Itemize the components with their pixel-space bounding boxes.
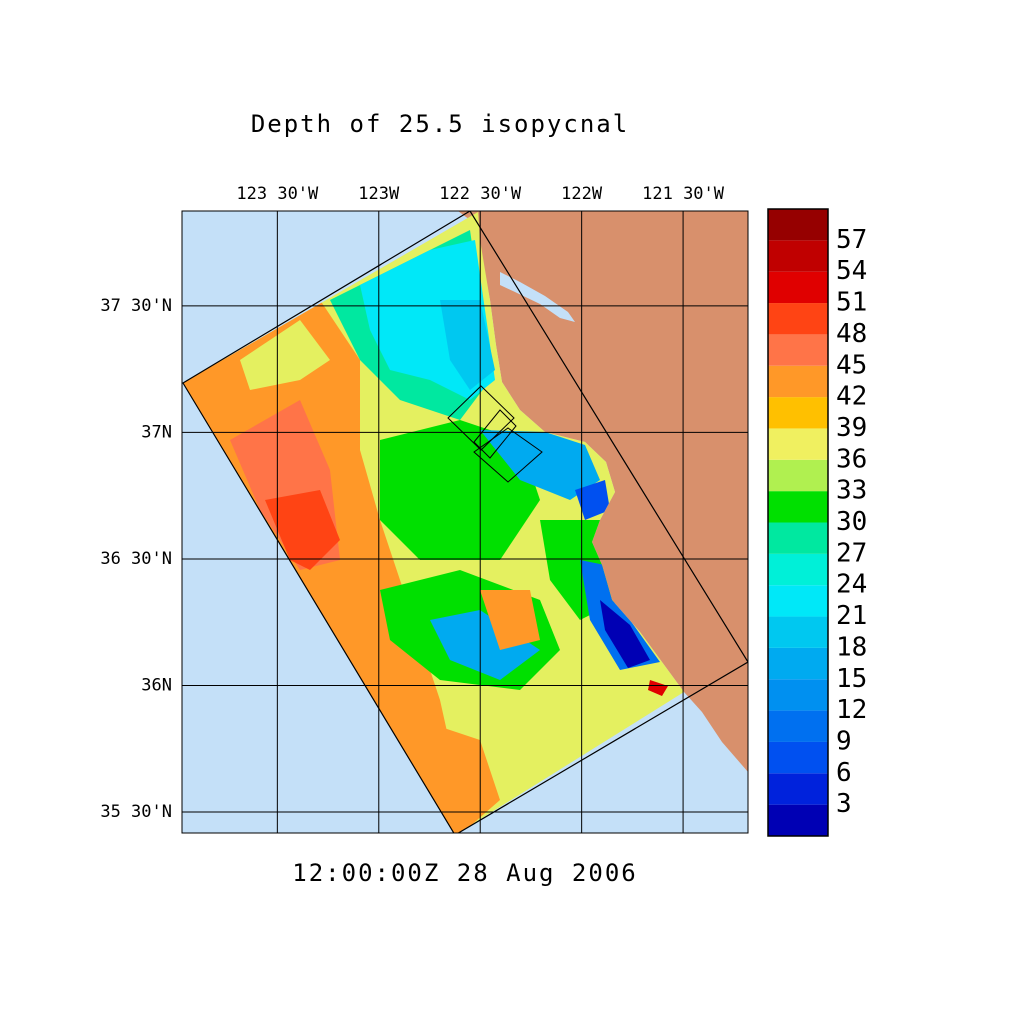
x-tick-label: 123W xyxy=(358,184,400,204)
y-tick-label: 36 30'N xyxy=(100,549,172,569)
colorbar-label: 39 xyxy=(836,413,867,443)
x-tick-label: 122 30'W xyxy=(439,184,522,204)
map-frame xyxy=(181,210,749,834)
time-label: 12:00:00Z 28 Aug 2006 xyxy=(292,859,637,887)
colorbar-label: 33 xyxy=(836,476,867,506)
y-tick-label: 37N xyxy=(141,422,172,442)
colorbar-label: 51 xyxy=(836,288,867,318)
x-tick-label: 121 30'W xyxy=(642,184,725,204)
colorbar-bin xyxy=(768,804,828,836)
colorbar-label: 6 xyxy=(836,758,852,788)
x-tick-label: 123 30'W xyxy=(236,184,319,204)
y-tick-label: 35 30'N xyxy=(100,802,172,822)
y-tick-label: 37 30'N xyxy=(100,296,172,316)
colorbar-label: 18 xyxy=(836,632,867,662)
colorbar-frame xyxy=(767,208,829,837)
colorbar-label: 27 xyxy=(836,538,867,568)
colorbar-bin xyxy=(768,773,828,805)
title: Depth of 25.5 isopycnal xyxy=(251,110,629,138)
colorbar-bin xyxy=(768,365,828,398)
colorbar-label: 57 xyxy=(836,225,867,255)
colorbar-label: 3 xyxy=(836,789,852,819)
colorbar-label: 9 xyxy=(836,726,852,756)
colorbar-label: 36 xyxy=(836,444,867,474)
x-tick-label: 122W xyxy=(561,184,603,204)
colorbar-bin xyxy=(768,585,828,617)
colorbar-bin xyxy=(768,710,828,742)
colorbar-bin xyxy=(768,334,828,366)
bay xyxy=(500,272,575,322)
colorbar-label: 45 xyxy=(836,350,867,380)
colorbar-label: 54 xyxy=(836,256,867,286)
colorbar-bin xyxy=(768,271,828,304)
colorbar-bin xyxy=(768,616,828,648)
land xyxy=(458,211,748,772)
colorbar-label: 48 xyxy=(836,319,867,349)
map-area xyxy=(182,211,748,833)
colorbar-bin xyxy=(768,741,828,774)
colorbar-bin xyxy=(768,397,828,429)
colorbar-label: 12 xyxy=(836,695,867,725)
colorbar-bin xyxy=(768,522,828,554)
colorbar-label: 24 xyxy=(836,570,867,600)
colorbar-label: 21 xyxy=(836,601,867,631)
colorbar-bin xyxy=(768,647,828,680)
y-tick-label: 36N xyxy=(141,675,172,695)
colorbar-label: 42 xyxy=(836,382,867,412)
colorbar-bin xyxy=(768,209,828,241)
nest-outline xyxy=(447,385,543,483)
colorbar-bin xyxy=(768,303,828,335)
colorbar-bin xyxy=(768,491,828,523)
colorbar-bin xyxy=(768,679,828,711)
colorbar-bin xyxy=(768,428,828,460)
colorbar-bin xyxy=(768,553,828,586)
domain-outline xyxy=(182,211,748,833)
colorbar-label: 30 xyxy=(836,507,867,537)
colorbar-label: 15 xyxy=(836,664,867,694)
colorbar-bin xyxy=(768,240,828,272)
colorbar-bin xyxy=(768,459,828,492)
